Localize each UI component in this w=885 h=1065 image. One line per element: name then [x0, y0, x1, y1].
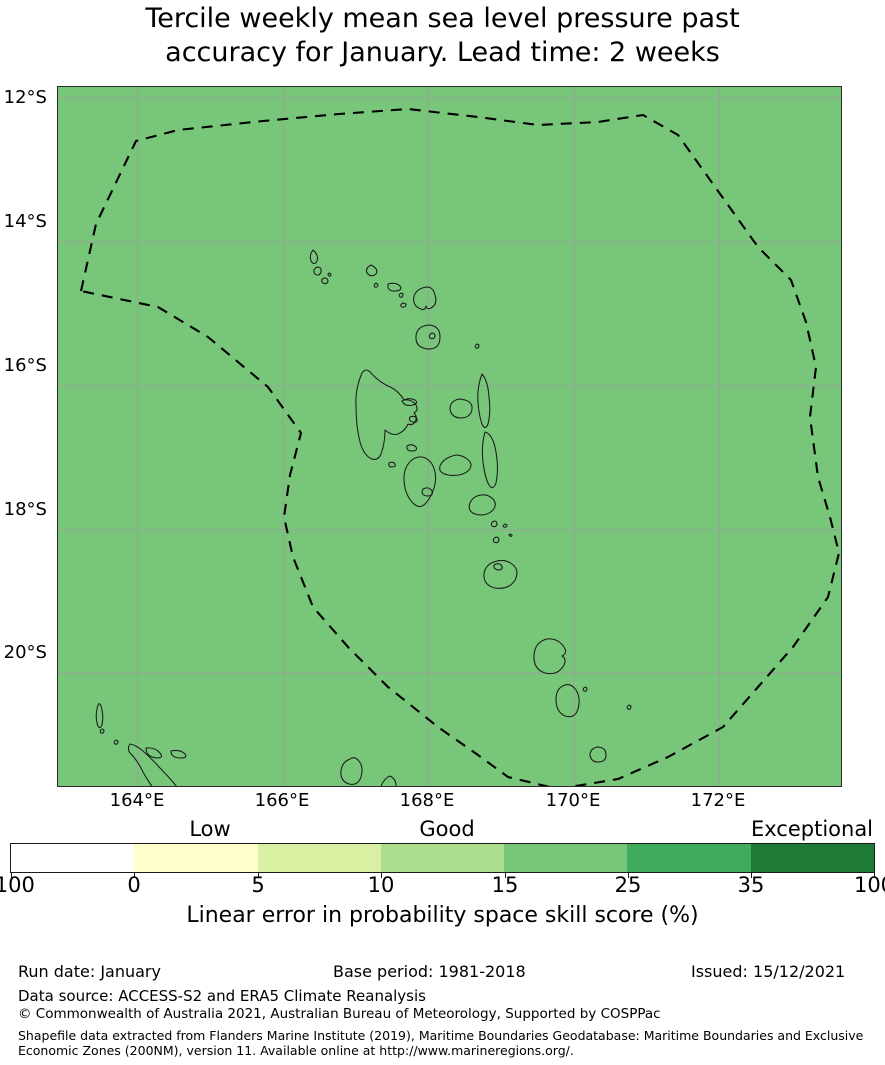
xtick-label-172e: 172°E: [690, 790, 746, 811]
ytick-label-12s: 12°S: [3, 87, 47, 108]
colorbar-ticklabel-35: 35: [737, 873, 765, 897]
colorbar-tickmark-15: [505, 873, 506, 878]
footer-copyright: © Commonwealth of Australia 2021, Austra…: [18, 1006, 661, 1022]
colorbar-tickmark-neg100: [11, 873, 12, 878]
coastlines: [95, 249, 632, 786]
colorbar-axis-label: Linear error in probability space skill …: [186, 903, 699, 928]
colorbar-ticklabel-5: 5: [251, 873, 265, 897]
eez-boundary: [79, 107, 841, 786]
colorbar-ticklabel-10: 10: [367, 873, 395, 897]
colorbar-segment-10-15: [380, 844, 505, 872]
map-panel: [57, 86, 842, 787]
colorbar-segment-5-10: [257, 844, 381, 872]
ytick-label-18s: 18°S: [3, 499, 47, 520]
colorbar-ticklabel-0: 0: [127, 873, 141, 897]
colorbar-ticklabel-neg100: -100: [0, 873, 35, 897]
footer-shapefile-attribution: Shapefile data extracted from Flanders M…: [18, 1028, 864, 1058]
colorbar-label-good: Good: [419, 817, 475, 841]
colorbar-segment-neg100-0: [11, 844, 135, 872]
ytick-label-16s: 16°S: [3, 355, 47, 376]
map-gridlines: [58, 87, 841, 786]
colorbar-ticklabel-100: 100: [853, 873, 885, 897]
xtick-label-164e: 164°E: [109, 790, 165, 811]
colorbar-tickmark-0: [134, 873, 135, 878]
map-canvas: [58, 87, 841, 786]
colorbar-ticklabel-15: 15: [491, 873, 519, 897]
colorbar-tickmark-25: [628, 873, 629, 878]
colorbar-segment-0-5: [134, 844, 258, 872]
map-background-fill: [58, 87, 841, 786]
colorbar-tickmark-35: [751, 873, 752, 878]
ytick-label-14s: 14°S: [3, 211, 47, 232]
xtick-label-166e: 166°E: [254, 790, 310, 811]
colorbar-segment-25-35: [627, 844, 751, 872]
colorbar-segment-15-25: [504, 844, 628, 872]
colorbar-tickmark-5: [258, 873, 259, 878]
footer-issued-date: Issued: 15/12/2021: [691, 962, 846, 981]
colorbar-label-low: Low: [189, 817, 231, 841]
xtick-label-170e: 170°E: [545, 790, 601, 811]
colorbar: [10, 843, 875, 873]
colorbar-label-exceptional: Exceptional: [750, 817, 874, 841]
footer-base-period: Base period: 1981-2018: [333, 962, 526, 981]
footer-run-date: Run date: January: [18, 962, 161, 981]
footer-data-source: Data source: ACCESS-S2 and ERA5 Climate …: [18, 987, 426, 1005]
colorbar-segment-35-100: [750, 844, 874, 872]
xtick-label-168e: 168°E: [399, 790, 455, 811]
ytick-label-20s: 20°S: [3, 642, 47, 663]
colorbar-gradient: [10, 843, 875, 873]
colorbar-tickmark-100: [874, 873, 875, 878]
colorbar-tickmark-10: [381, 873, 382, 878]
page-title: Tercile weekly mean sea level pressure p…: [145, 3, 740, 68]
colorbar-ticklabel-25: 25: [614, 873, 642, 897]
footer-metadata-row: Run date: January Base period: 1981-2018…: [0, 962, 885, 984]
